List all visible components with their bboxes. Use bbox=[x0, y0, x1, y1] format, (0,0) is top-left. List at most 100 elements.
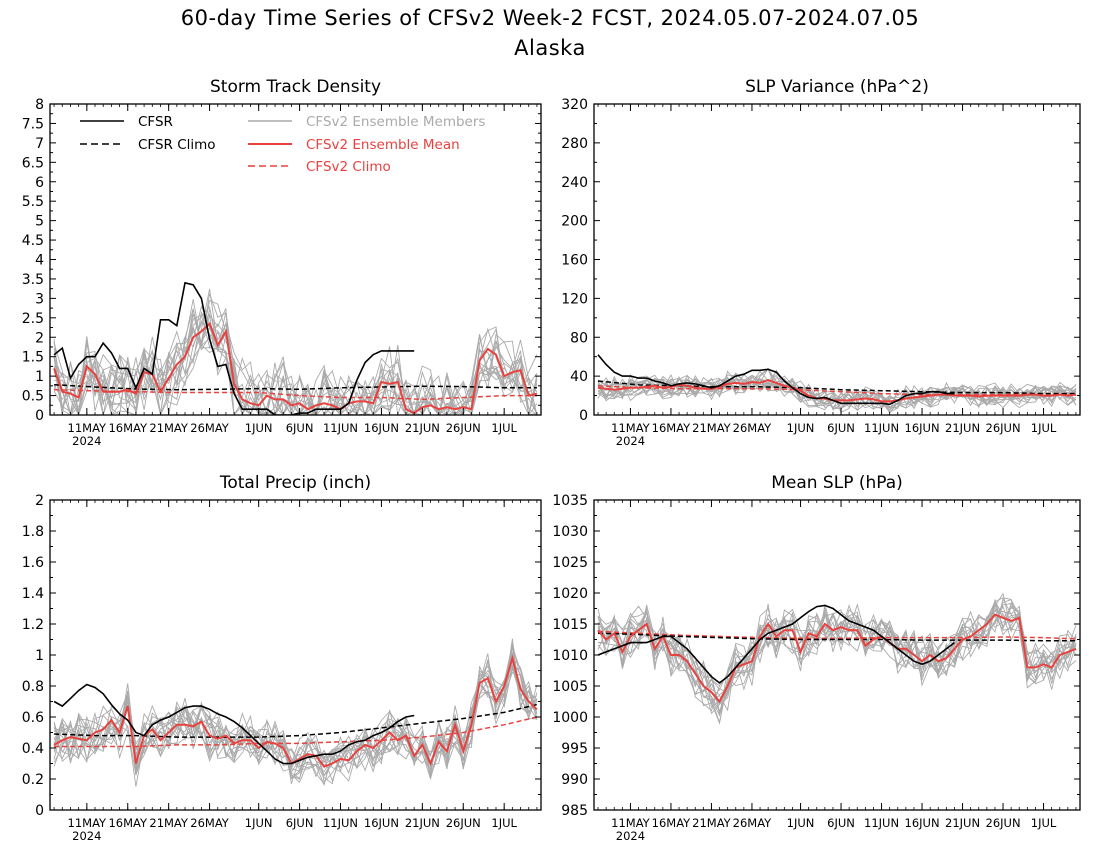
x-tick-label: 26JUN bbox=[986, 421, 1021, 435]
chart-panel-0: Storm Track Density 0 0.5 1 1.5 2 2.5 3 3.5 4 4.5 5… bbox=[22, 77, 542, 448]
series-ens-mean bbox=[53, 321, 538, 415]
x-tick-label: 1JUL bbox=[1031, 421, 1057, 435]
ensemble-member-line bbox=[597, 604, 1077, 704]
y-tick-label: 1.4 bbox=[22, 586, 44, 602]
y-tick-label: 985 bbox=[561, 803, 588, 819]
y-tick-label: 2 bbox=[35, 330, 44, 346]
y-tick-label: 1000 bbox=[552, 710, 588, 726]
x-tick-label: 21MAY bbox=[149, 421, 189, 435]
y-tick-label: 3.5 bbox=[22, 272, 44, 288]
series-cfsr bbox=[597, 604, 955, 684]
legend-label-ens-mean: CFSv2 Ensemble Mean bbox=[306, 137, 460, 153]
chart-title: Storm Track Density bbox=[210, 77, 381, 97]
chart-panel-1: SLP Variance (hPa^2) 0 40 80 120 160 200 240 280… bbox=[561, 77, 1081, 448]
ensemble-member-line bbox=[53, 656, 538, 787]
y-tick-label: 6 bbox=[35, 175, 44, 191]
y-tick-label: 5.5 bbox=[22, 194, 44, 210]
x-year-label: 2024 bbox=[616, 829, 645, 843]
y-tick-label: 280 bbox=[561, 136, 588, 152]
y-tick-label: 1 bbox=[35, 369, 44, 385]
y-tick-label: 240 bbox=[561, 175, 588, 191]
y-tick-label: 8 bbox=[35, 97, 44, 113]
legend-label-cfsr-climo: CFSR Climo bbox=[138, 137, 216, 153]
x-tick-label: 21JUN bbox=[405, 816, 440, 830]
y-tick-label: 1025 bbox=[552, 555, 588, 571]
y-tick-label: 320 bbox=[561, 97, 588, 113]
y-tick-label: 3 bbox=[35, 291, 44, 307]
y-tick-label: 995 bbox=[561, 741, 588, 757]
x-tick-label: 16JUN bbox=[905, 421, 940, 435]
x-tick-label: 1JUL bbox=[491, 816, 517, 830]
y-tick-label: 0.2 bbox=[22, 772, 44, 788]
y-tick-label: 0.8 bbox=[22, 679, 44, 695]
ensemble-member-line bbox=[53, 643, 537, 784]
series-cfsr-climo bbox=[597, 632, 1076, 642]
ensemble-member-line bbox=[597, 600, 1077, 696]
x-tick-label: 26MAY bbox=[733, 421, 773, 435]
x-year-label: 2024 bbox=[72, 434, 101, 448]
x-tick-label: 11MAY bbox=[68, 816, 108, 830]
y-tick-label: 1035 bbox=[552, 493, 588, 509]
x-tick-label: 26MAY bbox=[190, 816, 230, 830]
y-tick-label: 4 bbox=[35, 253, 44, 269]
x-tick-label: 11JUN bbox=[864, 421, 899, 435]
series-cfsr-climo bbox=[54, 703, 538, 738]
legend-label-members: CFSv2 Ensemble Members bbox=[306, 114, 485, 130]
y-tick-label: 7 bbox=[35, 136, 44, 152]
ensemble-member-line bbox=[597, 608, 1077, 715]
x-tick-label: 26MAY bbox=[733, 816, 773, 830]
y-tick-label: 1 bbox=[35, 648, 44, 664]
legend-label-cfsr: CFSR bbox=[138, 114, 173, 130]
ensemble-member-line bbox=[597, 604, 1077, 709]
chart-panel-3: Mean SLP (hPa) 985 990 995 1000 1005 1010 1015 1… bbox=[552, 473, 1081, 843]
x-tick-label: 1JUL bbox=[491, 421, 517, 435]
x-tick-label: 16JUN bbox=[905, 816, 940, 830]
chart-title: Mean SLP (hPa) bbox=[771, 473, 903, 493]
series-cfsr bbox=[597, 354, 955, 406]
series-cfsr bbox=[53, 683, 415, 765]
x-tick-label: 21JUN bbox=[945, 421, 980, 435]
x-tick-label: 26JUN bbox=[446, 816, 481, 830]
x-tick-label: 1JUN bbox=[787, 421, 815, 435]
x-tick-label: 26JUN bbox=[446, 421, 481, 435]
legend-label-cfsv2-climo: CFSv2 Climo bbox=[306, 159, 391, 175]
y-tick-label: 1.2 bbox=[22, 617, 44, 633]
x-year-label: 2024 bbox=[72, 829, 101, 843]
y-tick-label: 2 bbox=[35, 493, 44, 509]
chart-title: Total Precip (inch) bbox=[219, 473, 371, 493]
x-tick-label: 1JUN bbox=[245, 421, 273, 435]
x-tick-label: 1JUN bbox=[787, 816, 815, 830]
series-cfsv2-climo bbox=[54, 716, 538, 748]
figure-title: 60-day Time Series of CFSv2 Week-2 FCST,… bbox=[180, 6, 920, 30]
y-tick-label: 6.5 bbox=[22, 155, 44, 171]
x-tick-label: 26MAY bbox=[190, 421, 230, 435]
y-tick-label: 7.5 bbox=[22, 116, 44, 132]
legend: CFSR CFSR Climo CFSv2 Ensemble Members CFSv… bbox=[80, 114, 485, 175]
y-tick-label: 0 bbox=[35, 408, 44, 424]
x-tick-label: 16JUN bbox=[364, 421, 399, 435]
x-tick-label: 21JUN bbox=[405, 421, 440, 435]
ensemble-member-line bbox=[597, 369, 1077, 409]
ensemble-member-line bbox=[597, 598, 1077, 725]
ensemble-member-line bbox=[597, 368, 1077, 409]
x-tick-label: 6JUN bbox=[286, 816, 314, 830]
y-tick-label: 4.5 bbox=[22, 233, 44, 249]
ensemble-member-line bbox=[53, 656, 538, 780]
x-tick-label: 6JUN bbox=[286, 421, 314, 435]
ensemble-member-line bbox=[597, 373, 1077, 413]
x-tick-label: 21MAY bbox=[692, 816, 732, 830]
y-tick-label: 1.8 bbox=[22, 524, 44, 540]
x-tick-label: 11MAY bbox=[68, 421, 108, 435]
x-tick-label: 16MAY bbox=[652, 816, 692, 830]
ensemble-members bbox=[53, 288, 538, 415]
y-tick-label: 0 bbox=[579, 408, 588, 424]
ensemble-member-line bbox=[53, 293, 538, 415]
y-tick-label: 0.4 bbox=[22, 741, 44, 757]
x-tick-label: 1JUN bbox=[245, 816, 273, 830]
x-tick-label: 16MAY bbox=[108, 816, 148, 830]
x-tick-label: 21MAY bbox=[149, 816, 189, 830]
series-ens-mean bbox=[597, 378, 1077, 403]
y-tick-label: 40 bbox=[570, 369, 588, 385]
y-tick-label: 1030 bbox=[552, 524, 588, 540]
x-tick-label: 21MAY bbox=[692, 421, 732, 435]
